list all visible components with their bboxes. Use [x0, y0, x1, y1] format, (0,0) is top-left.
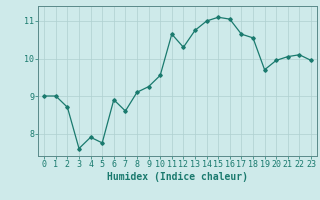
- X-axis label: Humidex (Indice chaleur): Humidex (Indice chaleur): [107, 172, 248, 182]
